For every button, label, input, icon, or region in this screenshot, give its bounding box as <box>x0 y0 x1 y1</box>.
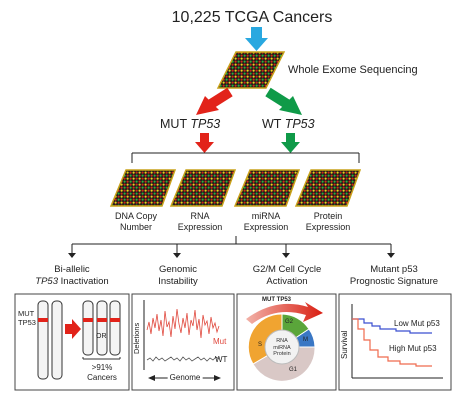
majority-bracket <box>82 357 121 360</box>
assay-label-mirna: miRNA Expression <box>243 211 289 232</box>
phase-s-label: S <box>258 342 263 348</box>
mirna-chip <box>233 169 301 207</box>
phase-m-label: M <box>303 337 308 343</box>
mut-prefix: MUT <box>160 117 187 131</box>
outcome-bracket <box>71 236 392 254</box>
panel3-center: RNA miRNA Protein <box>273 338 291 357</box>
phase-g1-label: G1 <box>289 367 298 373</box>
panel1-cancers-label: Cancers <box>87 373 117 382</box>
dna-chip <box>109 169 177 207</box>
outcome-label-prognostic: Mutant p53 Prognostic Signature <box>349 264 439 287</box>
blue-down-arrow <box>245 27 268 51</box>
mut-tp53-label: MUT TP53 <box>160 118 220 131</box>
outcome-label-biallelic: Bi-allelic TP53 Inactivation <box>35 264 109 287</box>
panel1-tp53-label: TP53 <box>18 318 36 327</box>
red-arc-arrow <box>246 302 323 324</box>
panel2-ylabel: Deletions <box>132 322 141 354</box>
high-mut-curve <box>352 318 432 367</box>
assay-bracket <box>131 152 360 163</box>
panel3-title: MUT TP53 <box>262 297 292 303</box>
panel1-pct-label: >91% <box>91 363 113 372</box>
panel-prognostic <box>338 293 452 391</box>
green-down-arrow <box>281 133 300 153</box>
low-mut-curve <box>352 318 432 334</box>
panel4-ylabel: Survival <box>340 330 349 359</box>
panel1-mut-label: MUT <box>18 309 35 318</box>
inactivation-arrow <box>65 319 81 339</box>
red-down-arrow <box>195 133 214 153</box>
wt-tp53-label: WT TP53 <box>262 118 315 131</box>
assay-label-dna: DNA Copy Number <box>114 211 158 232</box>
phase-g2-label: G2 <box>285 319 294 325</box>
wes-chip <box>216 51 286 89</box>
panel2-wt-label: WT <box>215 355 228 364</box>
cell-cycle-center <box>264 329 300 365</box>
green-diagonal-arrow <box>265 87 302 115</box>
red-diagonal-arrow <box>196 87 233 115</box>
wt-prefix: WT <box>262 117 282 131</box>
wes-label: Whole Exome Sequencing <box>288 64 418 76</box>
assay-label-protein: Protein Expression <box>305 211 351 232</box>
wt-gene: TP53 <box>284 117 315 131</box>
high-mut-label: High Mut p53 <box>389 344 437 353</box>
outcome-arrowheads <box>68 253 395 258</box>
mut-trace <box>146 308 220 339</box>
outcome-label-genomic: Genomic Instability <box>158 264 198 287</box>
survival-axes <box>351 304 443 379</box>
mut-gene: TP53 <box>190 117 221 131</box>
panel1-or-label: OR <box>96 333 107 340</box>
panel2-xlabel: Genome <box>167 373 203 382</box>
assay-label-rna: RNA Expression <box>177 211 223 232</box>
rna-chip <box>169 169 237 207</box>
top-title: 10,225 TCGA Cancers <box>171 9 333 26</box>
low-mut-label: Low Mut p53 <box>394 319 440 328</box>
outcome-label-cellcycle: G2/M Cell Cycle Activation <box>252 264 322 287</box>
protein-chip <box>294 169 362 207</box>
mutation-marks <box>38 318 120 322</box>
panel2-mut-label: Mut <box>213 337 227 346</box>
wt-trace <box>146 356 220 362</box>
